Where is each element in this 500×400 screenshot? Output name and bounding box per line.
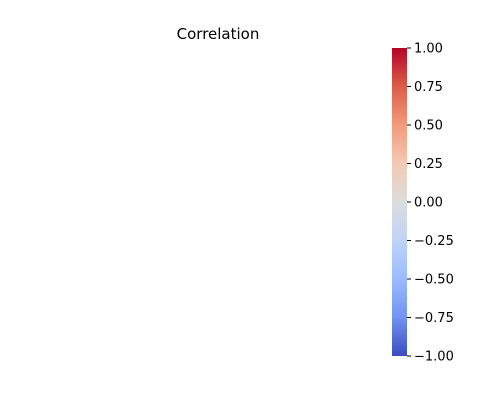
- colorbar-tick-label: −0.25: [414, 234, 454, 249]
- colorbar-tick-label: −0.50: [414, 273, 454, 288]
- colorbar: 1.00 0.75 0.50 0.25 0.00 −0.25 −0.50 −0.75 −1.00: [380, 36, 490, 368]
- colorbar-tick-label: −1.00: [414, 350, 454, 365]
- colorbar-tick-label: 1.00: [414, 42, 443, 57]
- chart-title: Correlation: [118, 24, 318, 44]
- heatmap-plot-area: [55, 48, 380, 356]
- colorbar-tick-label: 0.25: [414, 157, 443, 172]
- colorbar-ticks: 1.00 0.75 0.50 0.25 0.00 −0.25 −0.50 −0.75 −1.00: [407, 42, 454, 365]
- colorbar-tick-label: 0.75: [414, 80, 443, 95]
- colorbar-tick-label: 0.50: [414, 119, 443, 134]
- colorbar-gradient: [392, 48, 407, 356]
- colorbar-tick-label: 0.00: [414, 196, 443, 211]
- colorbar-tick-label: −0.75: [414, 311, 454, 326]
